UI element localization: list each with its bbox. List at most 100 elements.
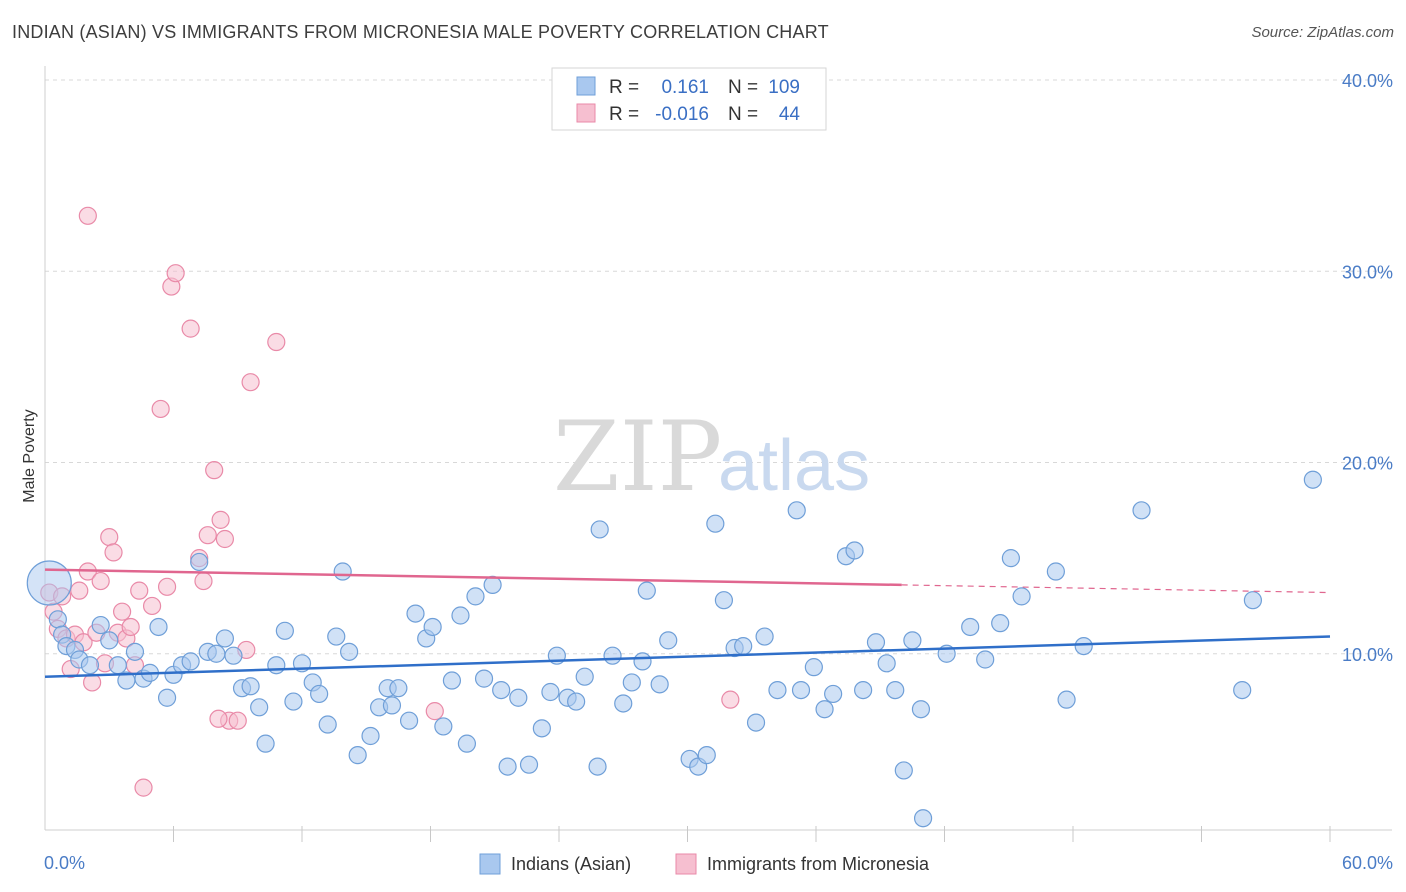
- stats-blue-n-value: 109: [768, 77, 800, 98]
- micronesia-point: [194, 571, 213, 591]
- indian-point: [215, 629, 234, 648]
- indian-point: [250, 698, 269, 717]
- indian-point: [1012, 587, 1031, 606]
- indian-point: [804, 658, 823, 677]
- indian-point: [567, 692, 586, 711]
- indian-point: [284, 692, 303, 711]
- indian-point: [348, 746, 367, 765]
- indian-point: [406, 604, 425, 623]
- micronesia-point: [104, 543, 123, 562]
- chart-title: INDIAN (ASIAN) VS IMMIGRANTS FROM MICRON…: [12, 22, 829, 42]
- indian-point: [886, 680, 905, 700]
- indian-point: [466, 587, 485, 606]
- indian-point: [824, 684, 843, 704]
- indian-point: [815, 700, 834, 719]
- indian-point: [755, 627, 774, 646]
- micronesia-point: [211, 510, 230, 529]
- micronesia-point: [267, 332, 286, 352]
- trend-line-indians: [44, 635, 1331, 678]
- x-tick-label-max: 60.0%: [1342, 853, 1393, 873]
- indian-point: [457, 734, 477, 753]
- stats-pink-n-value: 44: [779, 104, 801, 125]
- micronesia-point: [78, 206, 97, 225]
- indian-point: [1233, 680, 1252, 700]
- indian-point: [267, 656, 286, 675]
- indian-point: [275, 621, 294, 640]
- trend-line-micronesia-extension: [901, 584, 1331, 594]
- indian-point: [389, 679, 408, 698]
- grid-lines: [45, 79, 1392, 655]
- indian-point: [650, 675, 669, 694]
- indian-point: [327, 627, 346, 646]
- trend-line-micronesia: [44, 568, 902, 587]
- indian-point: [697, 746, 716, 765]
- indian-point: [181, 652, 200, 671]
- indian-point: [100, 631, 119, 650]
- indian-point: [976, 650, 995, 669]
- indian-point: [633, 652, 652, 671]
- micronesia-point: [166, 264, 185, 283]
- indian-point: [1001, 549, 1020, 568]
- indian-point: [1057, 690, 1076, 709]
- indian-point: [361, 726, 380, 746]
- indian-point: [746, 713, 766, 732]
- indian-point: [1243, 591, 1263, 610]
- indian-point: [961, 617, 980, 637]
- indian-point: [659, 631, 678, 650]
- indian-point: [80, 656, 100, 675]
- indian-point: [340, 642, 359, 661]
- indian-point: [108, 656, 127, 675]
- indian-point: [157, 688, 177, 707]
- y-tick-label: 20.0%: [1342, 454, 1393, 474]
- indian-point: [310, 684, 329, 704]
- indian-point: [714, 591, 734, 610]
- indian-point: [423, 617, 442, 637]
- micronesia-point: [134, 778, 153, 797]
- legend: Indians (Asian) Immigrants from Micrones…: [479, 853, 930, 875]
- indian-point: [241, 677, 260, 696]
- y-tick-labels: 10.0% 20.0% 30.0% 40.0%: [1342, 71, 1393, 665]
- micronesia-point: [228, 711, 247, 730]
- indian-point: [492, 680, 511, 700]
- source-credit: Source: ZipAtlas.com: [1251, 24, 1394, 41]
- indian-point: [451, 606, 470, 625]
- indian-point: [532, 719, 551, 738]
- indian-point: [190, 552, 209, 572]
- indian-point: [474, 669, 494, 688]
- stats-swatch-pink: [576, 103, 596, 123]
- stats-blue-r-value: 0.161: [661, 77, 709, 98]
- y-tick-label: 30.0%: [1342, 262, 1393, 282]
- y-axis-title: Male Poverty: [21, 409, 38, 502]
- indian-point: [894, 761, 913, 780]
- micronesia-point: [181, 319, 200, 338]
- indian-point: [434, 717, 453, 736]
- legend-label-indians: Indians (Asian): [511, 854, 631, 874]
- micronesia-point: [198, 526, 217, 545]
- indian-point: [318, 715, 337, 734]
- indian-point: [877, 654, 896, 673]
- micronesia-point: [241, 373, 260, 392]
- indian-point: [590, 520, 609, 539]
- x-tick-label-min: 0.0%: [44, 853, 85, 873]
- indian-point: [854, 680, 873, 700]
- indian-point: [1046, 562, 1065, 581]
- indian-point: [48, 610, 67, 629]
- indian-point: [442, 671, 462, 690]
- indian-point: [911, 700, 931, 719]
- indian-point: [541, 682, 560, 702]
- indian-point: [26, 560, 72, 606]
- stats-swatch-blue: [576, 76, 596, 96]
- micronesia-point: [721, 690, 740, 709]
- micronesia-point: [70, 581, 89, 600]
- micronesia-point: [209, 709, 228, 728]
- x-tick-marks: [173, 826, 1331, 842]
- series-micronesia-points: [40, 206, 740, 797]
- indian-point: [1074, 636, 1093, 656]
- legend-swatch-indians: [479, 853, 501, 875]
- axes: [44, 66, 1392, 831]
- indian-point: [706, 514, 725, 533]
- micronesia-point: [100, 527, 119, 547]
- indian-point: [575, 667, 594, 686]
- micronesia-point: [91, 571, 110, 591]
- indian-point: [1132, 501, 1151, 520]
